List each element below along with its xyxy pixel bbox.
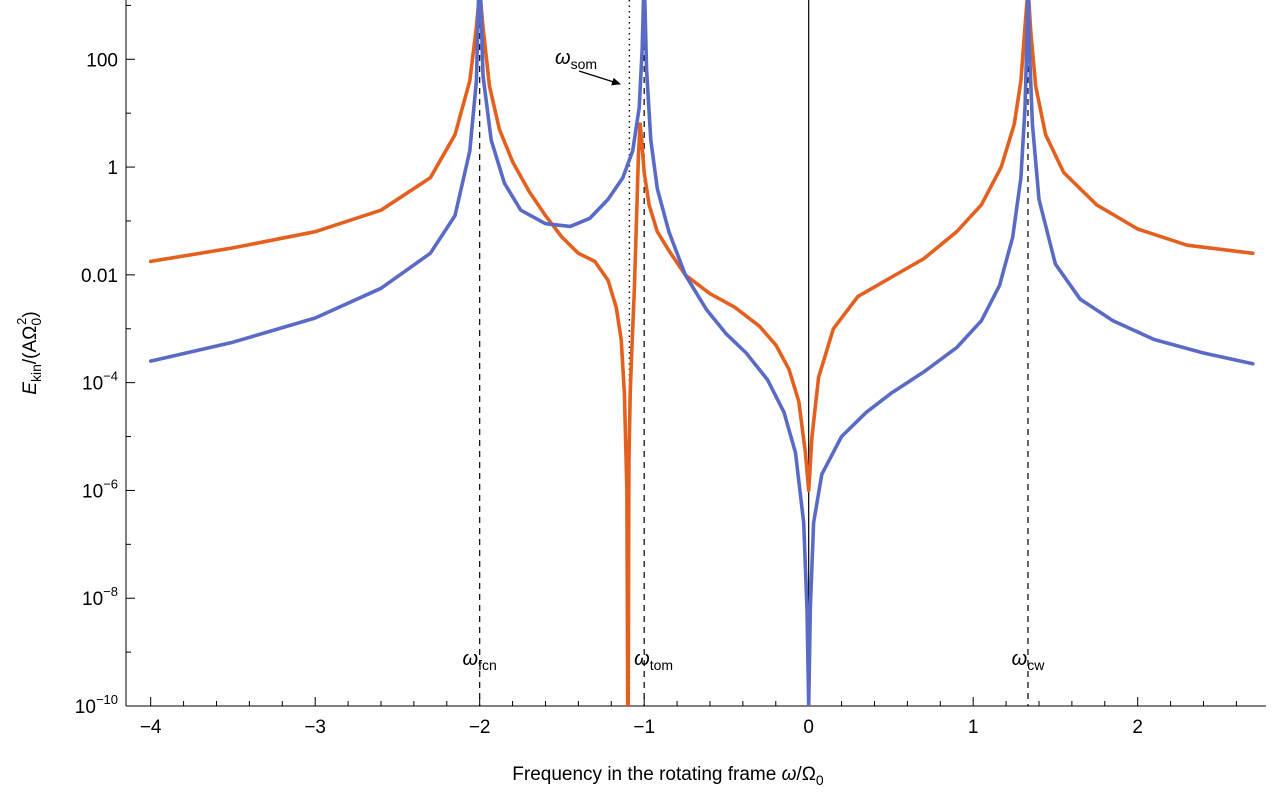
x-tick-label: −3 (304, 717, 326, 738)
som-arrow (578, 70, 621, 86)
axis-ticks (126, 4, 1237, 707)
marker-label-cw: ωcw (1012, 648, 1046, 673)
y-tick-label: 10−6 (82, 476, 118, 502)
y-tick-labels: 100 1 0.01 10−4 10−6 10−8 10−10 (75, 50, 118, 718)
x-axis-title: Frequency in the rotating frame ω/Ω0 (512, 764, 824, 788)
y-tick-label: 10−4 (82, 369, 118, 395)
marker-lines (479, 0, 1029, 706)
marker-label-tom: ωtom (634, 648, 673, 673)
marker-label-fcn: ωfcn (463, 648, 497, 673)
x-tick-label: −1 (633, 717, 655, 738)
plot-frame (125, 0, 1266, 707)
y-tick-label: 10−10 (75, 692, 118, 718)
y-tick-label: 1 (107, 158, 118, 179)
series-line-2 (148, 0, 1255, 706)
x-tick-labels: −4 −3 −2 −1 0 1 2 (140, 717, 1143, 738)
y-axis-title: Ekin/(AΩ02) (14, 311, 44, 394)
marker-labels: ωfcn ωtom ωcw ωsom (463, 47, 1046, 673)
x-tick-label: 1 (968, 717, 979, 738)
y-tick-label: 100 (86, 50, 118, 71)
series-group (148, 0, 1255, 706)
x-tick-label: 0 (803, 717, 814, 738)
series-line-1 (148, 0, 1255, 706)
marker-label-som: ωsom (555, 47, 597, 72)
x-tick-label: 2 (1132, 717, 1143, 738)
x-tick-label: −2 (469, 717, 491, 738)
x-tick-label: −4 (140, 717, 162, 738)
y-tick-label: 10−8 (82, 584, 118, 610)
y-tick-label: 0.01 (81, 266, 118, 287)
